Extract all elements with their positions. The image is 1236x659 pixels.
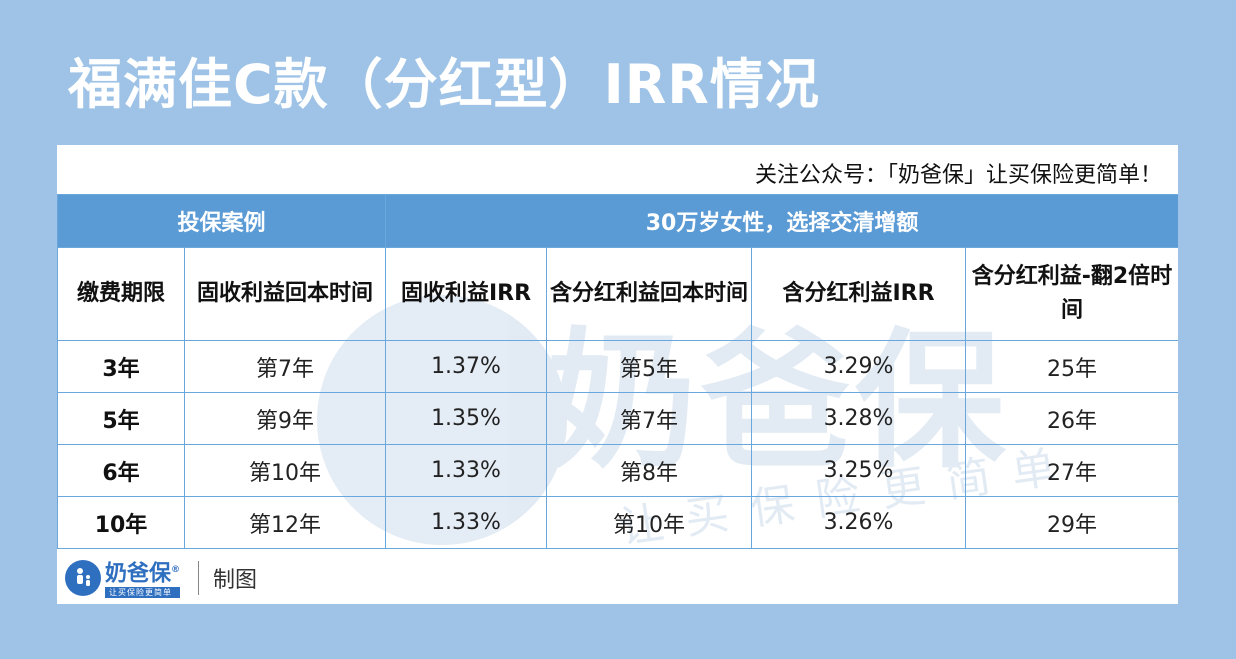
registered-mark: ® [171, 565, 181, 576]
logo-name: 奶爸保® [105, 561, 181, 587]
table-row: 10年 第12年 1.33% 第10年 3.26% 29年 [57, 496, 1178, 549]
footer-label: 制图 [213, 568, 258, 593]
parent-child-icon [65, 559, 101, 596]
table-cell: 1.35% [385, 392, 548, 445]
table-card: 奶爸保 让买保险更简单 关注公众号：「奶爸保」让买保险更简单！ 投保案例 30万… [57, 145, 1178, 604]
table-cell: 第5年 [546, 340, 753, 393]
column-header-row: 缴费期限 固收利益回本时间 固收利益IRR 含分红利益回本时间 含分红利益IRR… [57, 247, 1178, 341]
table-cell: 第8年 [546, 444, 753, 497]
table-cell: 29年 [965, 496, 1178, 549]
brand-logo: 奶爸保® 让买保险更简单 [65, 558, 181, 598]
follow-notice: 关注公众号：「奶爸保」让买保险更简单！ [754, 163, 1162, 188]
page-title: 福满佳C款（分红型）IRR情况 [68, 53, 820, 116]
column-header: 含分红利益回本时间 [546, 247, 753, 341]
table-cell: 27年 [965, 444, 1178, 497]
table-cell: 第10年 [546, 496, 753, 549]
column-header: 固收利益IRR [385, 247, 548, 341]
table-cell: 3.26% [751, 496, 967, 549]
table-cell: 3.25% [751, 444, 967, 497]
table-cell: 25年 [965, 340, 1178, 393]
table-row: 6年 第10年 1.33% 第8年 3.25% 27年 [57, 444, 1178, 497]
column-header: 固收利益回本时间 [183, 247, 387, 341]
table-cell: 5年 [57, 392, 185, 445]
table-cell: 6年 [57, 444, 185, 497]
logo-text: 奶爸保® 让买保险更简单 [105, 558, 181, 598]
table-cell: 第12年 [183, 496, 387, 549]
group-header-row: 投保案例 30万岁女性，选择交清增额 [57, 194, 1178, 248]
column-header: 含分红利益IRR [751, 247, 967, 341]
table-cell: 1.33% [385, 496, 548, 549]
footer: 奶爸保® 让买保险更简单 制图 [57, 552, 1178, 604]
table-cell: 1.37% [385, 340, 548, 393]
table-cell: 26年 [965, 392, 1178, 445]
logo-slogan: 让买保险更简单 [105, 586, 181, 598]
table-cell: 第10年 [183, 444, 387, 497]
table-cell: 1.33% [385, 444, 548, 497]
irr-table: 投保案例 30万岁女性，选择交清增额 缴费期限 固收利益回本时间 固收利益IRR… [57, 194, 1178, 549]
figure-icon [77, 567, 90, 586]
column-header: 缴费期限 [57, 247, 185, 341]
group-header-case: 投保案例 [57, 194, 387, 248]
table-cell: 3年 [57, 340, 185, 393]
table-cell: 10年 [57, 496, 185, 549]
table-cell: 第9年 [183, 392, 387, 445]
column-header: 含分红利益-翻2倍时间 [965, 247, 1178, 341]
footer-divider [198, 561, 200, 595]
table-row: 5年 第9年 1.35% 第7年 3.28% 26年 [57, 392, 1178, 445]
table-row: 3年 第7年 1.37% 第5年 3.29% 25年 [57, 340, 1178, 393]
table-cell: 3.28% [751, 392, 967, 445]
table-cell: 第7年 [546, 392, 753, 445]
table-cell: 3.29% [751, 340, 967, 393]
group-header-profile: 30万岁女性，选择交清增额 [385, 194, 1178, 248]
table-cell: 第7年 [183, 340, 387, 393]
